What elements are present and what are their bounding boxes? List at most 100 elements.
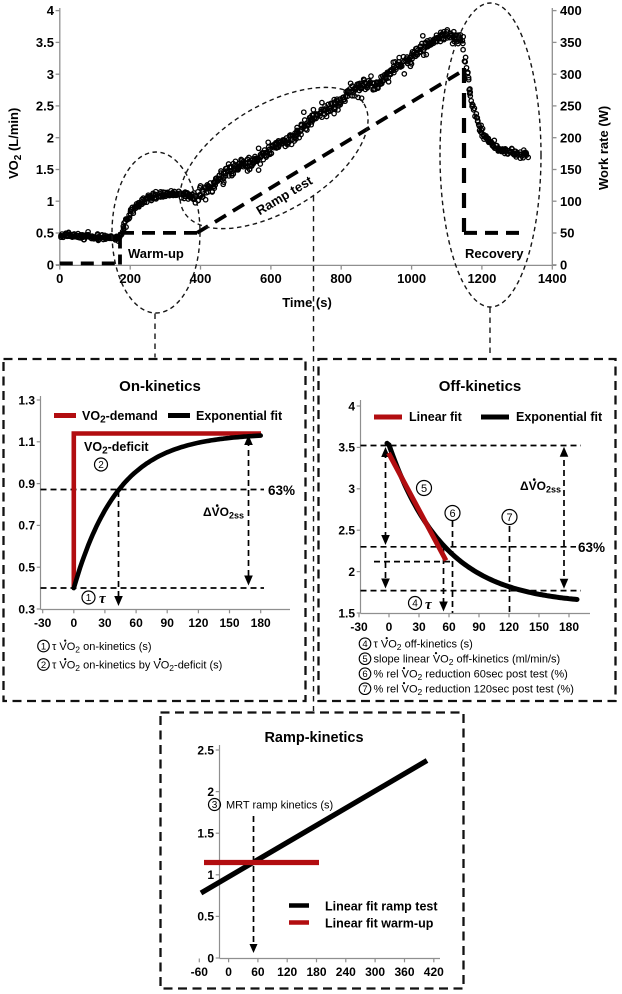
svg-text:180: 180 bbox=[251, 616, 271, 630]
svg-text:200: 200 bbox=[560, 130, 582, 145]
svg-text:1.5: 1.5 bbox=[197, 827, 214, 841]
svg-text:Exponential fit: Exponential fit bbox=[516, 410, 603, 424]
svg-text:240: 240 bbox=[336, 965, 356, 979]
svg-text:4: 4 bbox=[47, 3, 55, 18]
svg-text:100: 100 bbox=[560, 194, 582, 209]
svg-text:90: 90 bbox=[161, 616, 175, 630]
svg-text:τ VO2 on-kinetics (s): τ VO2 on-kinetics (s) bbox=[52, 641, 152, 654]
svg-text:4: 4 bbox=[412, 599, 418, 610]
svg-text:Exponential fit: Exponential fit bbox=[196, 409, 283, 423]
svg-text:50: 50 bbox=[560, 226, 574, 241]
svg-text:-60: -60 bbox=[191, 965, 209, 979]
svg-text:VO2-deficit: VO2-deficit bbox=[84, 440, 149, 457]
svg-text:Linear fit: Linear fit bbox=[409, 410, 463, 424]
svg-text:120: 120 bbox=[188, 616, 208, 630]
svg-text:-30: -30 bbox=[350, 620, 368, 634]
svg-text:-30: -30 bbox=[34, 616, 52, 630]
svg-text:150: 150 bbox=[560, 162, 582, 177]
svg-text:1: 1 bbox=[207, 868, 214, 882]
svg-text:1: 1 bbox=[86, 593, 92, 604]
svg-text:360: 360 bbox=[394, 965, 414, 979]
svg-text:3: 3 bbox=[212, 800, 218, 811]
svg-text:Linear fit ramp test: Linear fit ramp test bbox=[325, 900, 438, 914]
svg-text:0: 0 bbox=[47, 257, 54, 272]
svg-text:3.5: 3.5 bbox=[36, 35, 54, 50]
svg-text:2: 2 bbox=[207, 785, 214, 799]
svg-text:0: 0 bbox=[70, 616, 77, 630]
svg-text:τ: τ bbox=[99, 591, 107, 607]
svg-text:VO2 (L/min): VO2 (L/min) bbox=[6, 108, 24, 179]
svg-text:6: 6 bbox=[449, 508, 455, 520]
svg-text:180: 180 bbox=[559, 620, 579, 634]
svg-text:0: 0 bbox=[207, 951, 214, 965]
svg-text:0.5: 0.5 bbox=[18, 561, 35, 575]
svg-text:5: 5 bbox=[362, 654, 367, 665]
svg-text:0.5: 0.5 bbox=[36, 226, 54, 241]
svg-text:180: 180 bbox=[306, 965, 326, 979]
svg-text:1.1: 1.1 bbox=[18, 435, 35, 449]
svg-text:Ramp-kinetics: Ramp-kinetics bbox=[264, 730, 363, 746]
svg-text:0.3: 0.3 bbox=[18, 602, 35, 616]
svg-text:300: 300 bbox=[560, 67, 582, 82]
svg-text:Linear fit warm-up: Linear fit warm-up bbox=[325, 917, 434, 931]
svg-text:60: 60 bbox=[442, 620, 456, 634]
svg-text:7: 7 bbox=[362, 684, 367, 695]
svg-text:63%: 63% bbox=[578, 540, 605, 555]
svg-text:MRT ramp kinetics (s): MRT ramp kinetics (s) bbox=[226, 800, 333, 812]
svg-text:0.9: 0.9 bbox=[18, 477, 35, 491]
svg-text:0: 0 bbox=[386, 620, 393, 634]
svg-text:30: 30 bbox=[98, 616, 112, 630]
svg-text:τ VO2 on-kinetics by VO2-defic: τ VO2 on-kinetics by VO2-deficit (s) bbox=[52, 660, 222, 673]
svg-text:400: 400 bbox=[190, 271, 212, 286]
svg-text:τ VO2 off-kinetics (s): τ VO2 off-kinetics (s) bbox=[374, 639, 473, 652]
svg-text:60: 60 bbox=[129, 616, 143, 630]
svg-text:2: 2 bbox=[98, 460, 104, 471]
svg-text:63%: 63% bbox=[268, 483, 295, 498]
svg-text:2: 2 bbox=[41, 660, 46, 671]
svg-text:5: 5 bbox=[421, 483, 427, 495]
svg-text:2: 2 bbox=[348, 565, 355, 579]
svg-text:Recovery: Recovery bbox=[465, 246, 524, 261]
svg-text:150: 150 bbox=[219, 616, 239, 630]
svg-text:Off-kinetics: Off-kinetics bbox=[439, 378, 522, 395]
svg-text:250: 250 bbox=[560, 99, 582, 114]
svg-text:0: 0 bbox=[560, 257, 567, 272]
svg-text:300: 300 bbox=[365, 965, 385, 979]
svg-text:60: 60 bbox=[251, 965, 265, 979]
svg-text:On-kinetics: On-kinetics bbox=[119, 378, 201, 395]
svg-text:1.5: 1.5 bbox=[36, 162, 54, 177]
svg-text:2: 2 bbox=[47, 130, 54, 145]
svg-text:3: 3 bbox=[47, 67, 54, 82]
svg-text:2.5: 2.5 bbox=[36, 99, 54, 114]
svg-text:2.5: 2.5 bbox=[197, 743, 214, 757]
svg-text:150: 150 bbox=[529, 620, 549, 634]
svg-text:0.7: 0.7 bbox=[18, 519, 35, 533]
svg-text:Work rate (W): Work rate (W) bbox=[596, 106, 611, 190]
svg-text:slope linear VO2 off-kinetics: slope linear VO2 off-kinetics (ml/min/s) bbox=[374, 654, 561, 667]
svg-text:3.5: 3.5 bbox=[338, 441, 355, 455]
svg-text:0.5: 0.5 bbox=[197, 910, 214, 924]
svg-text:7: 7 bbox=[506, 512, 512, 524]
svg-text:Time (s): Time (s) bbox=[282, 295, 332, 310]
svg-text:120: 120 bbox=[277, 965, 297, 979]
svg-text:% rel VO2 reduction 60sec post: % rel VO2 reduction 60sec post test (%) bbox=[374, 669, 568, 682]
svg-text:1400: 1400 bbox=[538, 271, 567, 286]
svg-text:30: 30 bbox=[412, 620, 426, 634]
svg-text:200: 200 bbox=[119, 271, 141, 286]
svg-text:1000: 1000 bbox=[397, 271, 426, 286]
svg-text:% rel VO2 reduction 120sec pos: % rel VO2 reduction 120sec post test (%) bbox=[374, 684, 574, 697]
svg-text:Warm-up: Warm-up bbox=[128, 246, 184, 261]
svg-text:90: 90 bbox=[472, 620, 486, 634]
svg-text:4: 4 bbox=[348, 399, 355, 413]
svg-text:4: 4 bbox=[362, 639, 367, 650]
svg-text:420: 420 bbox=[424, 965, 444, 979]
svg-text:600: 600 bbox=[260, 271, 282, 286]
svg-text:6: 6 bbox=[362, 669, 367, 680]
svg-text:400: 400 bbox=[560, 3, 582, 18]
svg-text:1200: 1200 bbox=[467, 271, 496, 286]
svg-text:0: 0 bbox=[225, 965, 232, 979]
svg-text:1.5: 1.5 bbox=[338, 606, 355, 620]
svg-text:0: 0 bbox=[56, 271, 63, 286]
svg-text:1.3: 1.3 bbox=[18, 393, 35, 407]
svg-text:3: 3 bbox=[348, 482, 355, 496]
